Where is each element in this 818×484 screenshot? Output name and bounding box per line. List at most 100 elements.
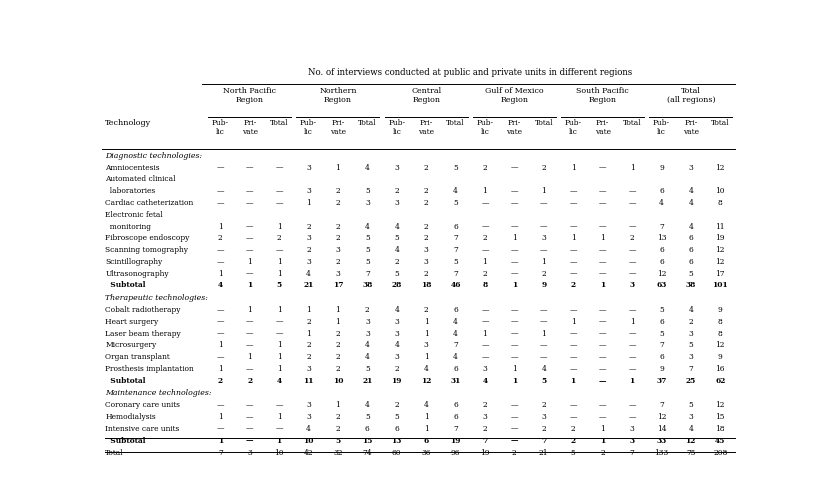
Text: 4: 4 xyxy=(365,400,370,408)
Text: 2: 2 xyxy=(630,234,635,242)
Text: 3: 3 xyxy=(394,329,399,337)
Text: 1: 1 xyxy=(306,198,311,207)
Text: 4: 4 xyxy=(276,376,281,384)
Text: 5: 5 xyxy=(659,329,663,337)
Text: 6: 6 xyxy=(689,257,693,265)
Text: —: — xyxy=(217,352,224,360)
Text: 4: 4 xyxy=(365,341,370,348)
Text: 12: 12 xyxy=(657,269,666,277)
Text: 7: 7 xyxy=(542,436,546,444)
Text: —: — xyxy=(217,198,224,207)
Text: 2: 2 xyxy=(365,305,370,313)
Text: Total: Total xyxy=(106,449,124,456)
Text: 7: 7 xyxy=(453,341,458,348)
Text: 3: 3 xyxy=(365,198,370,207)
Text: 12: 12 xyxy=(716,257,725,265)
Text: 1: 1 xyxy=(600,436,605,444)
Text: Total: Total xyxy=(270,119,289,127)
Text: —: — xyxy=(569,412,577,420)
Text: —: — xyxy=(246,436,254,444)
Text: monitoring: monitoring xyxy=(106,222,151,230)
Text: —: — xyxy=(246,400,254,408)
Text: 3: 3 xyxy=(394,198,399,207)
Text: 7: 7 xyxy=(630,449,635,456)
Text: 3: 3 xyxy=(424,257,429,265)
Text: 1: 1 xyxy=(542,257,546,265)
Text: 1: 1 xyxy=(276,269,281,277)
Text: 7: 7 xyxy=(218,449,222,456)
Text: 5: 5 xyxy=(365,187,370,195)
Text: 2: 2 xyxy=(306,222,311,230)
Text: 3: 3 xyxy=(335,269,340,277)
Text: Total: Total xyxy=(534,119,553,127)
Text: 2: 2 xyxy=(483,400,488,408)
Text: 5: 5 xyxy=(365,364,370,372)
Text: Pub-
lic: Pub- lic xyxy=(476,119,493,136)
Text: —: — xyxy=(540,222,547,230)
Text: 1: 1 xyxy=(571,376,576,384)
Text: 3: 3 xyxy=(483,412,488,420)
Text: 3: 3 xyxy=(630,424,635,432)
Text: 2: 2 xyxy=(689,317,693,325)
Text: Maintenance technologies:: Maintenance technologies: xyxy=(106,389,212,396)
Text: 2: 2 xyxy=(483,234,488,242)
Text: —: — xyxy=(510,187,518,195)
Text: 4: 4 xyxy=(306,424,311,432)
Text: 1: 1 xyxy=(571,234,576,242)
Text: 2: 2 xyxy=(394,400,399,408)
Text: —: — xyxy=(276,400,283,408)
Text: 8: 8 xyxy=(718,329,722,337)
Text: —: — xyxy=(246,317,254,325)
Text: 3: 3 xyxy=(394,164,399,171)
Text: 2: 2 xyxy=(306,317,311,325)
Text: 1: 1 xyxy=(276,305,281,313)
Text: 1: 1 xyxy=(335,305,340,313)
Text: 2: 2 xyxy=(218,376,222,384)
Text: —: — xyxy=(569,305,577,313)
Text: 75: 75 xyxy=(686,449,695,456)
Text: —: — xyxy=(246,222,254,230)
Text: 45: 45 xyxy=(715,436,726,444)
Text: 10: 10 xyxy=(303,436,314,444)
Text: Therapeutic technologies:: Therapeutic technologies: xyxy=(106,294,209,302)
Text: —: — xyxy=(217,257,224,265)
Text: 3: 3 xyxy=(306,257,311,265)
Text: 4: 4 xyxy=(218,281,223,289)
Text: Automated clinical: Automated clinical xyxy=(106,175,176,183)
Text: —: — xyxy=(276,245,283,254)
Text: 208: 208 xyxy=(713,449,727,456)
Text: —: — xyxy=(246,269,254,277)
Text: 2: 2 xyxy=(335,341,340,348)
Text: 2: 2 xyxy=(424,234,429,242)
Text: 4: 4 xyxy=(542,364,546,372)
Text: Diagnostic technologies:: Diagnostic technologies: xyxy=(106,151,203,160)
Text: —: — xyxy=(540,305,547,313)
Text: 9: 9 xyxy=(542,281,546,289)
Text: 1: 1 xyxy=(542,329,546,337)
Text: —: — xyxy=(217,317,224,325)
Text: Amniocentesis: Amniocentesis xyxy=(106,164,160,171)
Text: 1: 1 xyxy=(276,412,281,420)
Text: —: — xyxy=(510,245,518,254)
Text: —: — xyxy=(510,329,518,337)
Text: 9: 9 xyxy=(659,164,663,171)
Text: —: — xyxy=(599,164,606,171)
Text: 4: 4 xyxy=(659,198,664,207)
Text: 2: 2 xyxy=(600,449,605,456)
Text: —: — xyxy=(599,257,606,265)
Text: 3: 3 xyxy=(542,412,546,420)
Text: 1: 1 xyxy=(512,281,517,289)
Text: 2: 2 xyxy=(571,424,576,432)
Text: Pri-
vate: Pri- vate xyxy=(595,119,610,136)
Text: —: — xyxy=(540,352,547,360)
Text: 7: 7 xyxy=(659,222,663,230)
Text: 12: 12 xyxy=(716,400,725,408)
Text: 1: 1 xyxy=(276,222,281,230)
Text: 12: 12 xyxy=(685,436,696,444)
Text: —: — xyxy=(628,412,636,420)
Text: 5: 5 xyxy=(453,164,458,171)
Text: 6: 6 xyxy=(453,400,458,408)
Text: —: — xyxy=(628,187,636,195)
Text: 6: 6 xyxy=(453,305,458,313)
Text: —: — xyxy=(217,164,224,171)
